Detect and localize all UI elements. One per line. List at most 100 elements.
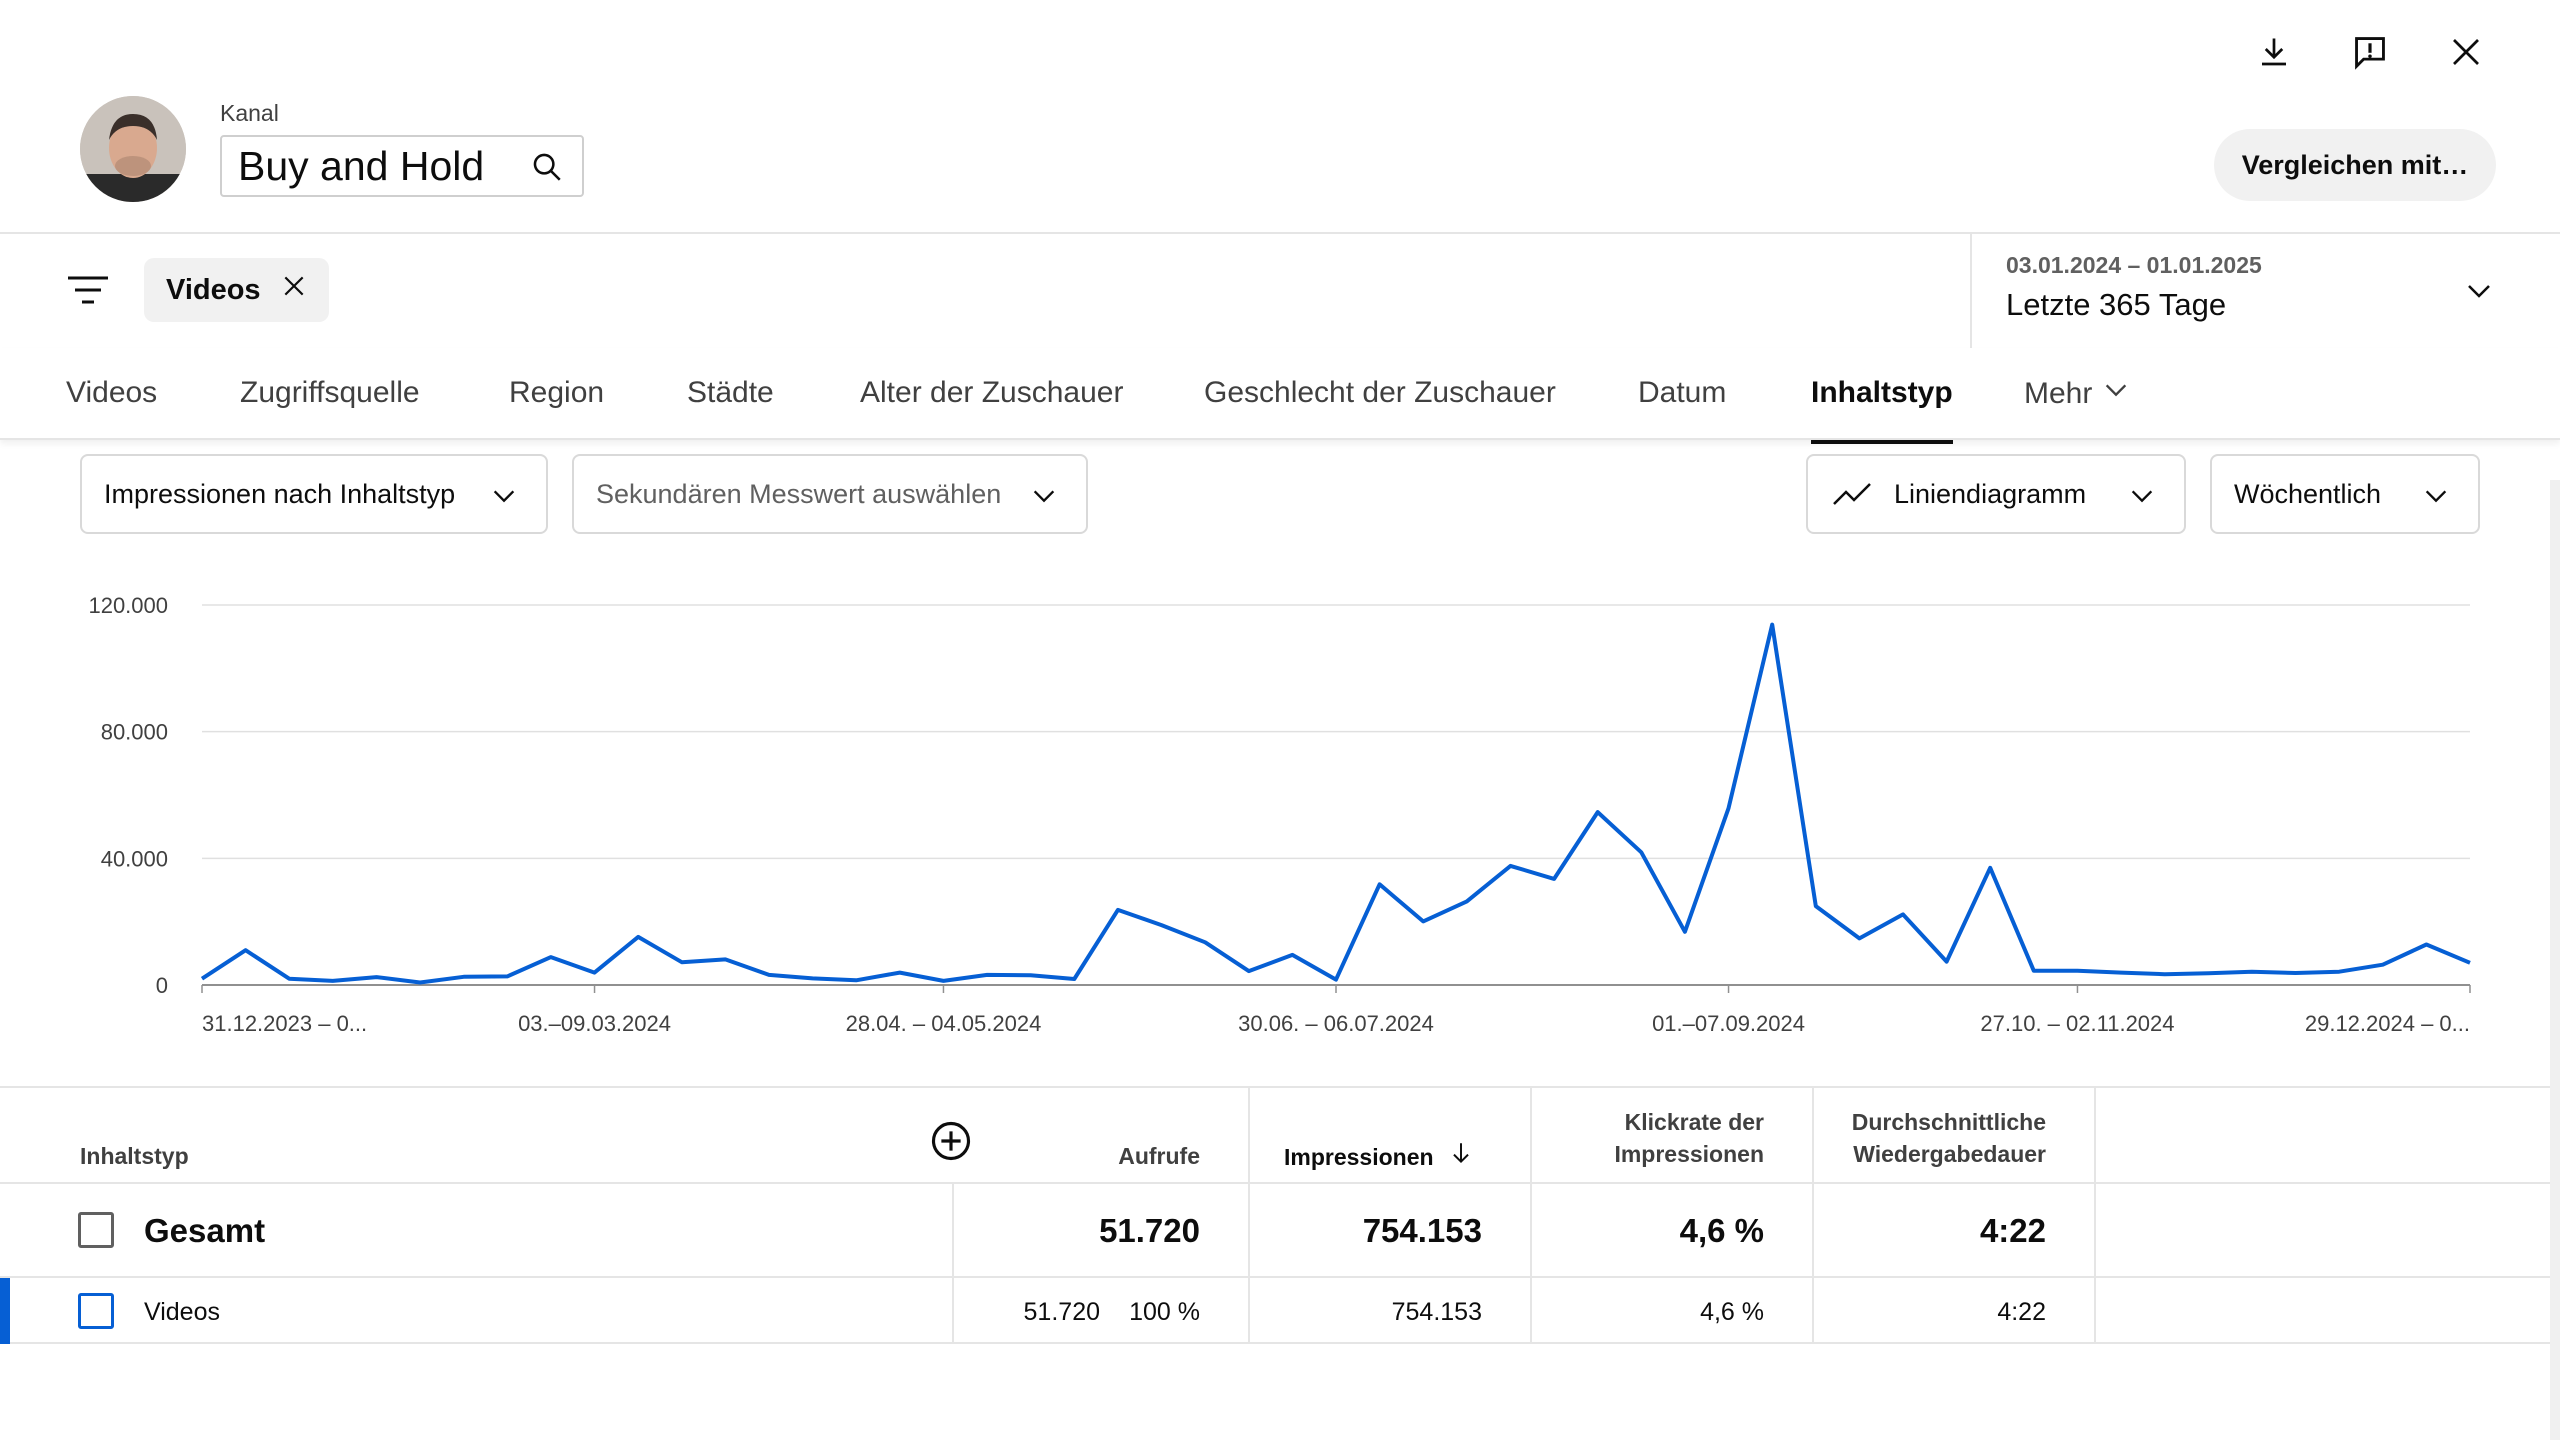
column-header-ctr-line2: Impressionen xyxy=(1614,1141,1764,1167)
add-column-icon[interactable] xyxy=(930,1120,972,1167)
filter-chip-videos[interactable]: Videos xyxy=(144,258,329,322)
column-header-impressions-label: Impressionen xyxy=(1284,1144,1434,1170)
avatar xyxy=(80,96,186,202)
y-tick-label: 0 xyxy=(156,973,168,998)
tab-content-type[interactable]: Inhaltstyp xyxy=(1811,376,1953,444)
row-views-percent: 100 % xyxy=(1129,1298,1200,1326)
chart-type-dropdown[interactable]: Liniendiagramm xyxy=(1806,454,2186,534)
close-icon[interactable] xyxy=(2442,28,2490,76)
series-line-videos xyxy=(200,622,2471,985)
tab-cities[interactable]: Städte xyxy=(687,376,774,409)
series-color-marker xyxy=(0,1278,10,1344)
search-icon[interactable] xyxy=(530,150,564,189)
impressions-line-chart: 0 40.000 80.000 120.000 31.12.2023 – 0... 03.… xyxy=(88,593,2471,1036)
y-tick-label: 80.000 xyxy=(101,720,168,745)
download-icon[interactable] xyxy=(2250,28,2298,76)
feedback-icon[interactable] xyxy=(2346,28,2394,76)
row-views: 51.720 xyxy=(1023,1298,1100,1326)
column-divider xyxy=(1530,1278,1532,1342)
scrollbar[interactable] xyxy=(2550,480,2560,1440)
date-range-picker[interactable]: 03.01.2024 – 01.01.2025 Letzte 365 Tage xyxy=(1970,232,2560,348)
y-tick-label: 40.000 xyxy=(101,846,168,871)
x-tick-label: 27.10. – 02.11.2024 xyxy=(1980,1011,2174,1036)
column-header-avg-duration[interactable]: Durchschnittliche Wiedergabedauer xyxy=(1852,1106,2046,1170)
column-header-ctr-line1: Klickrate der xyxy=(1624,1109,1764,1135)
x-tick-label: 28.04. – 04.05.2024 xyxy=(846,1011,1042,1036)
channel-selector[interactable]: Buy and Hold xyxy=(220,135,584,197)
interval-value: Wöchentlich xyxy=(2234,478,2382,509)
metric-dropdown-value: Impressionen nach Inhaltstyp xyxy=(104,478,456,509)
metric-dropdown[interactable]: Impressionen nach Inhaltstyp xyxy=(80,454,548,534)
tab-more[interactable]: Mehr xyxy=(2024,376,2130,412)
total-avg-duration: 4:22 xyxy=(1979,1212,2046,1249)
secondary-metric-placeholder: Sekundären Messwert auswählen xyxy=(596,478,1002,509)
channel-label: Kanal xyxy=(220,100,279,126)
filter-chip-label: Videos xyxy=(166,273,261,306)
filter-icon[interactable] xyxy=(66,272,110,308)
checkbox-videos[interactable] xyxy=(78,1293,114,1329)
top-actions xyxy=(2250,28,2490,76)
column-header-impressions[interactable]: Impressionen xyxy=(1284,1140,1474,1174)
row-impressions: 754.153 xyxy=(1391,1298,1482,1326)
column-divider xyxy=(2094,1088,2096,1182)
date-preset: Letzte 365 Tage xyxy=(2006,287,2227,322)
column-divider xyxy=(2094,1278,2096,1342)
column-divider xyxy=(1530,1088,1532,1182)
column-header-avd-line2: Wiedergabedauer xyxy=(1853,1141,2046,1167)
column-divider xyxy=(952,1184,954,1276)
x-tick-label: 31.12.2023 – 0... xyxy=(202,1011,367,1036)
column-header-content-type[interactable]: Inhaltstyp xyxy=(80,1143,189,1169)
row-label-videos: Videos xyxy=(144,1298,220,1326)
chevron-down-icon xyxy=(1030,482,1058,517)
tab-more-label: Mehr xyxy=(2024,377,2093,410)
chevron-down-icon xyxy=(2464,276,2494,311)
line-chart-icon xyxy=(1832,480,1872,508)
y-tick-label: 120.000 xyxy=(88,593,168,618)
total-views: 51.720 xyxy=(1099,1212,1200,1249)
row-avg-duration: 4:22 xyxy=(1997,1298,2046,1326)
column-header-views[interactable]: Aufrufe xyxy=(1118,1143,1200,1169)
x-tick-label: 01.–07.09.2024 xyxy=(1652,1011,1805,1036)
table-row[interactable]: Videos 51.720 100 % 754.153 4,6 % 4:22 xyxy=(0,1278,2560,1344)
column-header-avd-line1: Durchschnittliche xyxy=(1851,1109,2046,1135)
divider xyxy=(0,232,2560,234)
column-divider xyxy=(1530,1184,1532,1276)
tab-region[interactable]: Region xyxy=(509,376,605,409)
chip-close-icon[interactable] xyxy=(281,273,307,307)
tab-age[interactable]: Alter der Zuschauer xyxy=(860,376,1124,409)
chart-type-value: Liniendiagramm xyxy=(1894,478,2087,509)
chevron-down-icon xyxy=(490,482,518,517)
tab-gender[interactable]: Geschlecht der Zuschauer xyxy=(1204,376,1556,409)
sort-arrow-down-icon xyxy=(1448,1140,1474,1174)
column-divider xyxy=(1812,1184,1814,1276)
chevron-down-icon xyxy=(2422,482,2450,517)
tab-traffic-source[interactable]: Zugriffsquelle xyxy=(240,376,420,409)
x-tick-label: 30.06. – 06.07.2024 xyxy=(1238,1011,1434,1036)
table-header: Inhaltstyp Aufrufe Impressionen Klickrat… xyxy=(0,1086,2560,1184)
column-divider xyxy=(1812,1278,1814,1342)
dimension-tabs: Videos Zugriffsquelle Region Städte Alte… xyxy=(0,348,2560,444)
column-divider xyxy=(1812,1088,1814,1182)
column-divider xyxy=(2094,1184,2096,1276)
x-tick-label: 03.–09.03.2024 xyxy=(518,1011,671,1036)
column-divider xyxy=(1248,1184,1250,1276)
column-divider xyxy=(952,1278,954,1342)
channel-name: Buy and Hold xyxy=(238,142,485,189)
compare-button[interactable]: Vergleichen mit… xyxy=(2214,129,2496,201)
table-row-total: Gesamt 51.720 754.153 4,6 % 4:22 xyxy=(0,1184,2560,1278)
tab-videos[interactable]: Videos xyxy=(66,376,158,409)
secondary-metric-dropdown[interactable]: Sekundären Messwert auswählen xyxy=(572,454,1088,534)
tab-date[interactable]: Datum xyxy=(1638,376,1727,409)
interval-dropdown[interactable]: Wöchentlich xyxy=(2210,454,2480,534)
row-label-total: Gesamt xyxy=(144,1212,266,1249)
column-divider xyxy=(1248,1088,1250,1182)
column-divider xyxy=(1248,1278,1250,1342)
total-ctr: 4,6 % xyxy=(1679,1212,1764,1249)
chevron-down-icon xyxy=(2102,376,2130,412)
chevron-down-icon xyxy=(2128,482,2156,517)
checkbox-total[interactable] xyxy=(78,1212,114,1248)
row-ctr: 4,6 % xyxy=(1700,1298,1764,1326)
date-range: 03.01.2024 – 01.01.2025 xyxy=(2006,252,2262,278)
column-header-ctr[interactable]: Klickrate der Impressionen xyxy=(1614,1106,1764,1170)
content-type-table: Inhaltstyp Aufrufe Impressionen Klickrat… xyxy=(0,1086,2560,1344)
